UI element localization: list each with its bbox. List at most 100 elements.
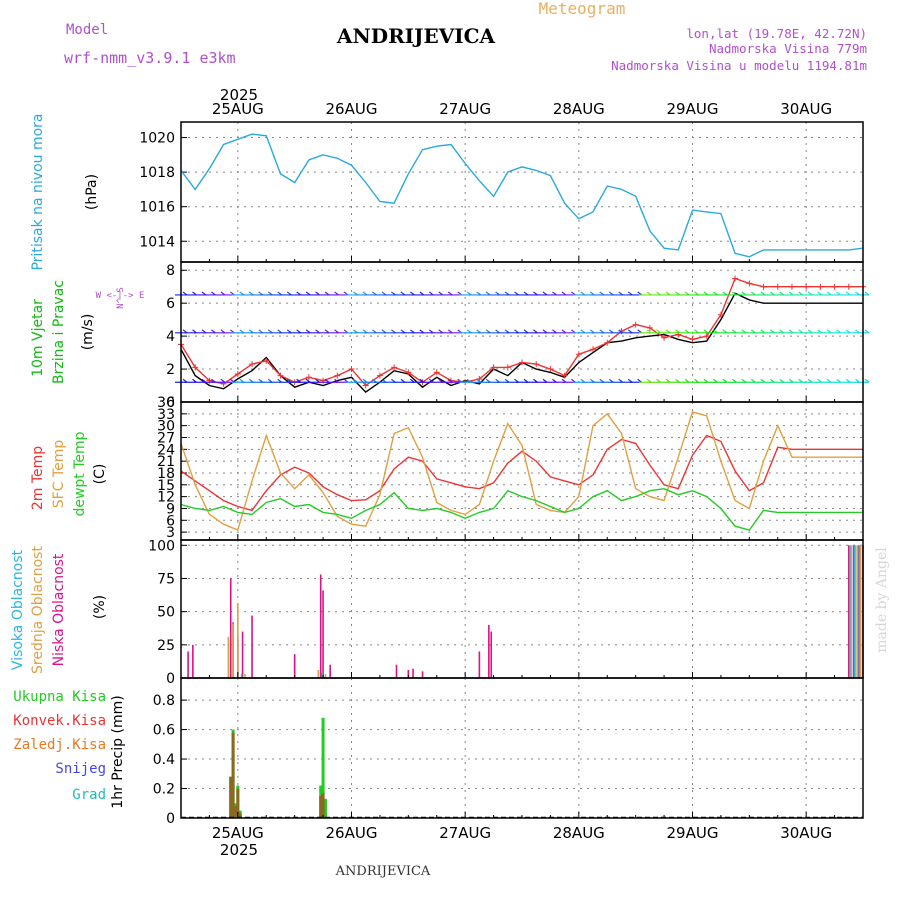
gust-marker bbox=[803, 283, 810, 290]
bar-konvek-kisa bbox=[236, 788, 240, 818]
y-tick-label: 1020 bbox=[139, 131, 175, 147]
bar-konvek-kisa bbox=[238, 813, 242, 818]
bar-niska bbox=[407, 670, 410, 678]
bar-visoka bbox=[321, 672, 323, 678]
gust-marker bbox=[831, 283, 838, 290]
y-tick-label: 21 bbox=[157, 454, 175, 470]
footer-title: ANDRIJEVICA bbox=[335, 864, 431, 879]
temp-unit: (C) bbox=[92, 464, 108, 485]
gust-marker bbox=[533, 361, 540, 368]
bar-srednja bbox=[237, 603, 239, 678]
bar-konvek-kisa bbox=[231, 732, 235, 818]
gust-marker bbox=[661, 334, 668, 341]
gust-marker bbox=[817, 283, 824, 290]
bar-niska bbox=[192, 644, 194, 678]
top-day-label: 27AUG bbox=[439, 100, 491, 118]
bar-srednja bbox=[244, 674, 246, 678]
precip-legend-frozen: Zaledj.Kisa bbox=[13, 737, 106, 753]
y-tick-label: 1018 bbox=[139, 165, 175, 181]
cloud-unit: (%) bbox=[92, 595, 108, 619]
y-tick-label: 6 bbox=[166, 513, 175, 529]
bar-konvek-kisa bbox=[229, 776, 233, 818]
y-tick-label: 1014 bbox=[139, 234, 175, 250]
pressure-ylabel: Pritisak na nivou mora bbox=[30, 113, 46, 270]
bar-konvek-kisa bbox=[233, 806, 237, 818]
top-day-label: 26AUG bbox=[326, 100, 378, 118]
pressure-panel: 1014 1016 1018 1020 bbox=[139, 121, 864, 263]
bar-visoka bbox=[853, 545, 856, 678]
series-line-sfc-temp bbox=[180, 411, 863, 532]
bar-srednja bbox=[850, 545, 852, 678]
credit-watermark: made by Angel bbox=[874, 547, 890, 653]
temp-ylabel-3: dewpt Temp bbox=[72, 431, 88, 516]
y-tick-label: 6 bbox=[166, 296, 175, 312]
wind-ylabel-2: Brzina i Pravac bbox=[51, 280, 67, 384]
panel-frame bbox=[180, 121, 864, 263]
bar-srednja bbox=[232, 623, 234, 678]
bar-niska bbox=[229, 578, 232, 678]
gust-marker bbox=[234, 371, 241, 377]
gust-marker bbox=[391, 364, 398, 371]
bar-niska bbox=[187, 651, 189, 678]
cloud-ylabel-low: Niska Oblacnost bbox=[51, 553, 67, 666]
y-tick-label: 8 bbox=[166, 263, 175, 279]
bar-niska bbox=[329, 664, 331, 678]
bar-niska bbox=[857, 545, 860, 678]
y-tick-label: 0.8 bbox=[153, 693, 175, 709]
bar-niska bbox=[322, 590, 324, 678]
y-tick-label: 0.2 bbox=[153, 782, 175, 798]
panel-frame bbox=[180, 261, 864, 403]
bar-ukupna-kisa bbox=[323, 798, 327, 818]
precip-legend-hail: Grad bbox=[72, 787, 106, 803]
gust-marker bbox=[305, 374, 312, 381]
bar-niska bbox=[852, 545, 855, 678]
bar-srednja bbox=[324, 674, 327, 678]
bar-niska bbox=[251, 615, 253, 678]
precip-legend-snow: Snijeg bbox=[55, 761, 106, 777]
bar-visoka bbox=[240, 674, 243, 678]
gust-marker bbox=[760, 283, 767, 290]
gust-marker bbox=[348, 366, 355, 373]
y-tick-label: 2 bbox=[166, 362, 175, 378]
bar-visoka bbox=[858, 545, 861, 678]
bar-konvek-kisa bbox=[319, 795, 323, 818]
gust-marker bbox=[632, 321, 639, 328]
y-tick-label: 50 bbox=[157, 605, 175, 621]
y-tick-label: 0 bbox=[166, 811, 175, 827]
bottom-day-label: 30AUG bbox=[780, 824, 832, 842]
gust-marker bbox=[703, 333, 710, 340]
panel-frame bbox=[180, 677, 864, 819]
gust-marker bbox=[732, 275, 739, 282]
bottom-year-label: 2025 bbox=[220, 841, 258, 859]
gust-marker bbox=[362, 382, 369, 389]
bar-niska bbox=[241, 631, 244, 678]
gust-marker bbox=[277, 372, 284, 379]
subtitle: Meteogram bbox=[539, 0, 626, 18]
gust-marker bbox=[575, 351, 582, 358]
wind-compass-vertical: N^ S bbox=[116, 287, 126, 309]
gust-marker bbox=[504, 364, 511, 371]
bar-konvek-kisa bbox=[321, 792, 325, 818]
y-tick-label: 4 bbox=[166, 329, 175, 345]
bar-niska bbox=[847, 545, 850, 678]
gust-marker bbox=[249, 361, 256, 368]
series-line-dewpt-temp bbox=[180, 487, 863, 531]
y-tick-label: 12 bbox=[157, 490, 175, 506]
gust-marker bbox=[604, 339, 611, 346]
precip-ylabel: 1hr Precip (mm) bbox=[110, 695, 126, 808]
bar-srednja bbox=[855, 545, 857, 678]
precip-legend-conv: Konvek.Kisa bbox=[13, 713, 106, 729]
y-tick-label: 9 bbox=[166, 501, 175, 517]
y-tick-label: 27 bbox=[157, 430, 175, 446]
top-day-label: 28AUG bbox=[553, 100, 605, 118]
model-name: wrf-nmm_v3.9.1 e3km bbox=[64, 49, 236, 67]
gust-marker bbox=[561, 372, 568, 379]
bar-niska bbox=[478, 651, 481, 678]
bottom-date-axis: 25AUG 26AUG 27AUG 28AUG 29AUG 30AUG bbox=[212, 824, 832, 842]
y-tick-label: 33 bbox=[157, 407, 175, 423]
y-tick-label: 1016 bbox=[139, 200, 175, 216]
cloud-ylabel-mid: Srednja Oblacnost bbox=[30, 546, 46, 674]
lonlat-label: lon,lat (19.78E, 42.72N) bbox=[686, 26, 867, 41]
model-elevation-label: Nadmorska Visina u modelu 1194.81m bbox=[611, 58, 867, 73]
